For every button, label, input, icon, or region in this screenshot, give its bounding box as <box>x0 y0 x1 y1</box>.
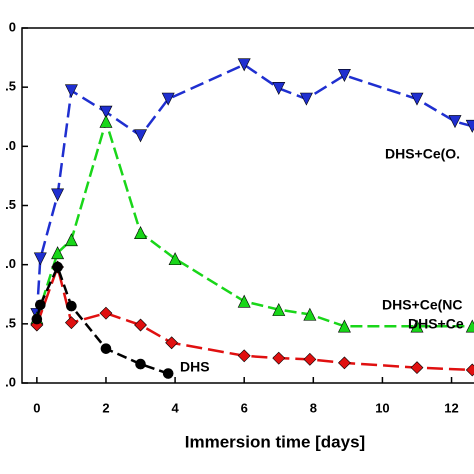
marker <box>165 336 179 350</box>
marker <box>337 69 351 83</box>
y-tick-label: 0 <box>9 19 16 34</box>
marker <box>337 319 351 333</box>
marker <box>161 92 175 106</box>
marker <box>299 92 313 106</box>
marker <box>237 349 251 363</box>
marker <box>237 294 251 308</box>
marker <box>272 302 286 316</box>
marker <box>337 356 351 370</box>
marker <box>410 92 424 106</box>
marker <box>134 129 148 143</box>
y-tick-label: .5 <box>5 79 16 94</box>
marker <box>66 300 77 312</box>
y-tick-label: .0 <box>5 374 16 389</box>
y-tick-label: .0 <box>5 138 16 153</box>
series-line <box>35 117 473 328</box>
marker <box>31 313 43 325</box>
series-label: DHS+Ce(O. <box>385 146 460 162</box>
marker <box>52 261 63 273</box>
marker <box>162 368 174 379</box>
marker <box>448 115 462 129</box>
x-tick-label: 6 <box>241 400 248 415</box>
x-tick-label: 0 <box>33 400 40 415</box>
marker <box>35 299 46 311</box>
marker <box>99 105 113 119</box>
series-label: DHS+Ce(NC <box>382 297 463 313</box>
y-tick-label: .5 <box>5 315 16 330</box>
marker <box>33 252 47 266</box>
marker <box>99 114 113 128</box>
marker <box>134 226 148 240</box>
marker <box>64 233 78 247</box>
series-line <box>35 263 169 375</box>
marker <box>135 358 146 370</box>
y-tick-label: .5 <box>5 197 16 212</box>
marker <box>303 307 317 321</box>
y-tick-label: .0 <box>5 256 16 271</box>
marker <box>303 352 317 366</box>
marker <box>168 252 182 266</box>
marker <box>64 316 78 330</box>
series-line <box>35 63 473 315</box>
series-line <box>35 262 473 372</box>
marker <box>272 82 286 96</box>
x-tick-label: 10 <box>375 400 389 415</box>
x-axis-label: Immersion time [days] <box>185 432 365 451</box>
x-tick-label: 2 <box>102 400 109 415</box>
marker <box>272 351 286 365</box>
marker <box>410 319 424 333</box>
x-tick-label: 4 <box>171 400 179 415</box>
marker <box>465 319 474 333</box>
marker <box>100 343 112 354</box>
x-tick-label: 12 <box>444 400 458 415</box>
marker <box>410 361 424 375</box>
x-tick-label: 8 <box>310 400 317 415</box>
marker <box>64 84 78 98</box>
marker <box>51 246 65 260</box>
marker <box>237 58 251 72</box>
series-label: DHS+Ce <box>408 316 464 332</box>
marker <box>99 306 113 320</box>
marker <box>465 119 474 133</box>
marker <box>134 318 147 332</box>
series-label: DHS <box>180 359 210 375</box>
marker <box>51 188 65 202</box>
marker <box>465 363 474 377</box>
